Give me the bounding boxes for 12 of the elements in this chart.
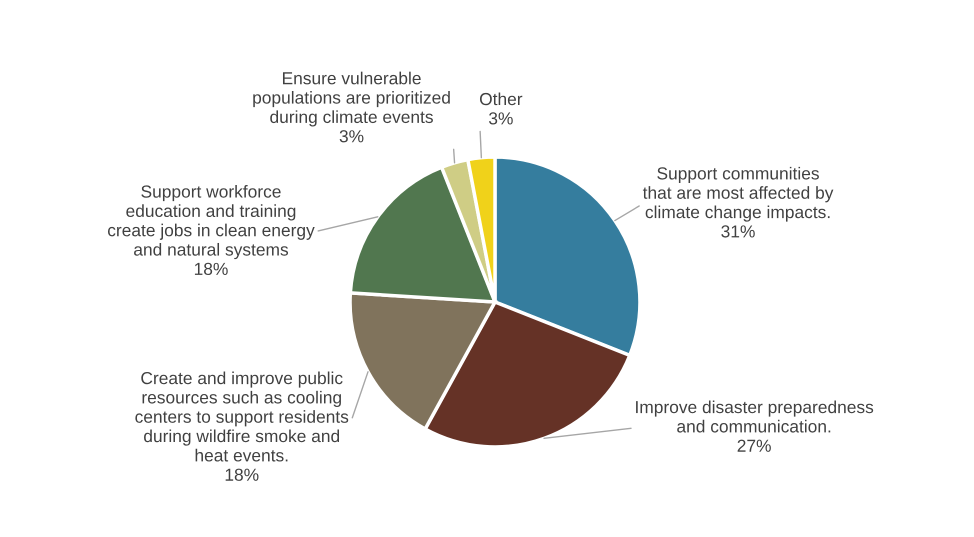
data-label: 27% <box>738 440 771 452</box>
data-label: 18% <box>194 262 228 276</box>
data-label: 3% <box>488 112 513 125</box>
slice-label: Ensure vulnerable populations are prioritized during climate events <box>253 72 450 127</box>
slice-label: Support communities that are most affected by climate change impacts. <box>642 166 834 222</box>
data-label: 18% <box>226 468 258 481</box>
slice-label: Improve disaster preparedness and communication. <box>636 400 874 433</box>
slice-label: Create and improve public resources such as cooling centers to support residents during wildfire smoke and heat events. <box>135 371 348 462</box>
data-label: 3% <box>340 130 364 142</box>
data-label: 31% <box>721 225 755 238</box>
slice-label: Other <box>480 92 522 106</box>
slice-label: Support workforce education and training create jobs in clean energy and natural systems <box>108 184 315 260</box>
